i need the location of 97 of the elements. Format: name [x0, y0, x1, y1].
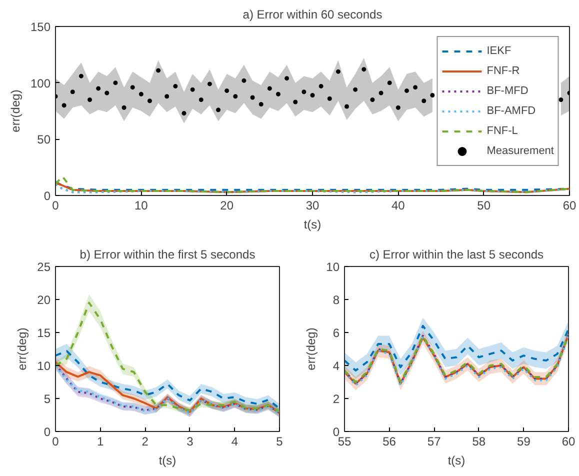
x-tick-label: 60 [562, 434, 576, 448]
x-tick-label: 57 [427, 434, 442, 448]
point [293, 100, 298, 104]
x-axis-title: t(s) [158, 454, 176, 468]
point [310, 92, 315, 98]
line-series [344, 324, 568, 372]
y-tick-label: 150 [30, 20, 51, 34]
point [173, 84, 178, 88]
x-tick-label: 0 [52, 198, 60, 212]
y-axis-title: err(deg) [8, 90, 22, 132]
y-tick-label: 0 [44, 425, 51, 439]
point [156, 68, 161, 73]
point [88, 97, 92, 102]
x-tick-label: 56 [382, 434, 396, 448]
point [190, 87, 195, 92]
point [250, 95, 255, 100]
y-axis-title: err(deg) [304, 328, 318, 370]
point [62, 103, 66, 108]
x-tick-label: 50 [477, 198, 491, 212]
y-tick-label: 15 [37, 326, 51, 340]
point [422, 98, 426, 104]
x-tick-label: 55 [338, 434, 352, 448]
legend-label: FNF-L [486, 125, 518, 137]
x-tick-label: 40 [391, 198, 406, 212]
point [404, 88, 409, 93]
point [216, 108, 221, 112]
x-tick-label: 3 [186, 434, 194, 448]
point [130, 85, 135, 90]
point [378, 90, 384, 96]
point [104, 90, 110, 96]
x-tick-label: 60 [562, 198, 576, 212]
point [344, 104, 350, 109]
point [413, 85, 418, 90]
y-tick-label: 10 [326, 260, 340, 274]
x-tick-label: 30 [306, 198, 320, 212]
point [258, 102, 264, 106]
legend-label: IEKF [486, 45, 512, 57]
chart-title: b) Error within the first 5 seconds [80, 248, 256, 262]
chart-title: c) Error within the last 5 seconds [369, 248, 544, 262]
y-tick-label: 2 [332, 392, 340, 406]
x-axis-title: t(s) [304, 218, 322, 232]
point [242, 78, 246, 83]
point [430, 92, 435, 98]
x-tick-label: 5 [276, 434, 284, 448]
y-tick-label: 100 [30, 76, 51, 90]
point [122, 105, 126, 110]
x-axis-title: t(s) [448, 454, 466, 468]
point [276, 92, 280, 96]
point [327, 96, 332, 101]
y-tick-label: 10 [37, 359, 51, 373]
y-tick-label: 6 [332, 326, 340, 340]
legend-label: BF-MFD [486, 85, 528, 97]
point [558, 97, 564, 102]
point [78, 74, 84, 78]
point [362, 67, 366, 72]
point [396, 105, 400, 110]
point [336, 69, 340, 74]
point [233, 94, 238, 99]
point [302, 90, 306, 94]
point [113, 80, 118, 86]
legend-label: FNF-R [486, 65, 520, 77]
point [387, 80, 392, 86]
x-tick-label: 1 [96, 434, 104, 448]
y-tick-label: 25 [37, 260, 51, 274]
x-tick-label: 2 [142, 434, 149, 448]
point [164, 94, 170, 99]
y-tick-label: 50 [37, 132, 51, 147]
point [207, 82, 212, 86]
legend-label: BF-AMFD [486, 105, 536, 117]
y-tick-label: 8 [332, 293, 340, 307]
point [267, 86, 272, 91]
point [318, 84, 324, 88]
chart-title: a) Error within 60 seconds [242, 8, 382, 22]
point [138, 92, 144, 96]
x-tick-label: 0 [52, 434, 60, 448]
y-tick-label: 20 [37, 293, 51, 307]
x-tick-label: 59 [517, 434, 531, 448]
point [147, 98, 152, 104]
point [182, 111, 186, 116]
x-tick-label: 4 [231, 434, 238, 448]
x-tick-label: 10 [134, 198, 148, 212]
point [198, 97, 204, 102]
y-tick-label: 0 [332, 425, 340, 439]
y-tick-label: 0 [44, 189, 51, 203]
y-tick-label: 5 [44, 392, 51, 406]
line-series [56, 175, 570, 194]
point [370, 97, 375, 102]
point [353, 87, 358, 92]
point [284, 76, 290, 81]
x-tick-label: 58 [472, 434, 486, 448]
legend-label: Measurement [486, 145, 554, 157]
point [224, 88, 230, 93]
x-tick-label: 20 [220, 198, 234, 212]
y-axis-title: err(deg) [15, 328, 30, 370]
point [96, 86, 101, 91]
point [70, 90, 75, 94]
y-tick-label: 4 [332, 359, 340, 373]
